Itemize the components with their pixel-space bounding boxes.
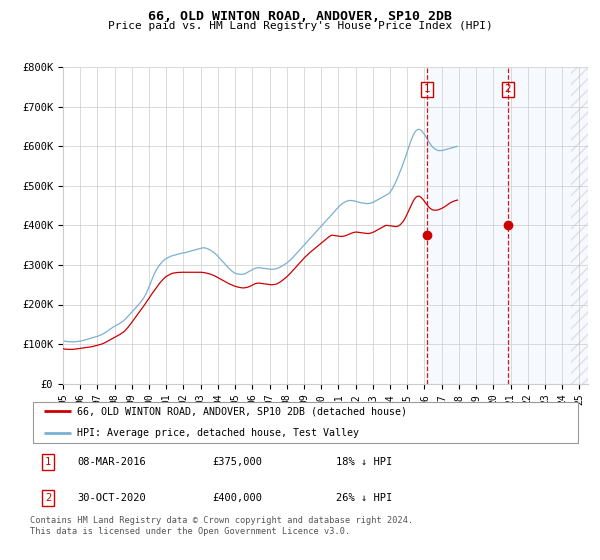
- Text: Price paid vs. HM Land Registry's House Price Index (HPI): Price paid vs. HM Land Registry's House …: [107, 21, 493, 31]
- FancyBboxPatch shape: [33, 402, 578, 443]
- Text: 66, OLD WINTON ROAD, ANDOVER, SP10 2DB (detached house): 66, OLD WINTON ROAD, ANDOVER, SP10 2DB (…: [77, 406, 407, 416]
- Text: 2: 2: [45, 493, 52, 503]
- Text: 2: 2: [505, 85, 511, 94]
- Text: Contains HM Land Registry data © Crown copyright and database right 2024.
This d: Contains HM Land Registry data © Crown c…: [30, 516, 413, 536]
- Bar: [571, 67, 588, 384]
- Text: 18% ↓ HPI: 18% ↓ HPI: [337, 457, 392, 467]
- Text: £375,000: £375,000: [212, 457, 262, 467]
- Text: 66, OLD WINTON ROAD, ANDOVER, SP10 2DB: 66, OLD WINTON ROAD, ANDOVER, SP10 2DB: [148, 10, 452, 22]
- Text: 1: 1: [45, 457, 52, 467]
- Text: HPI: Average price, detached house, Test Valley: HPI: Average price, detached house, Test…: [77, 428, 359, 438]
- Text: 1: 1: [424, 85, 431, 94]
- Text: 30-OCT-2020: 30-OCT-2020: [77, 493, 146, 503]
- Bar: [427, 67, 588, 384]
- Text: £400,000: £400,000: [212, 493, 262, 503]
- Text: 08-MAR-2016: 08-MAR-2016: [77, 457, 146, 467]
- Text: 26% ↓ HPI: 26% ↓ HPI: [337, 493, 392, 503]
